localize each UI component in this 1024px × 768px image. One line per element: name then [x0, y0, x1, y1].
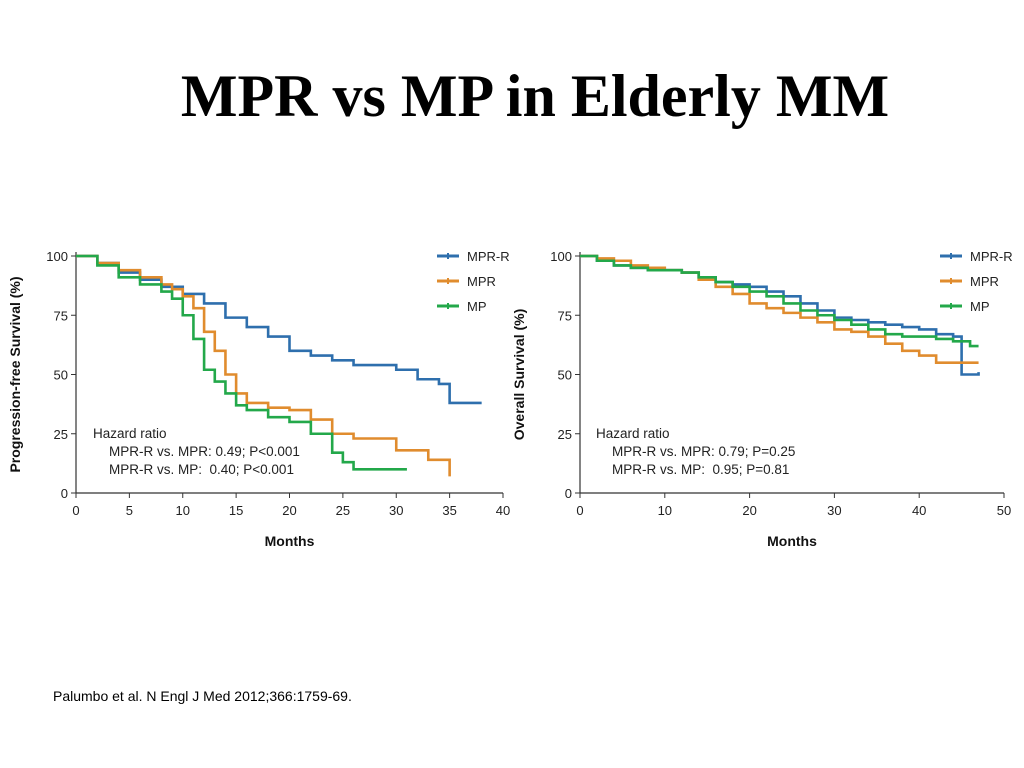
y-tick-label: 75	[558, 308, 572, 323]
x-tick-label: 40	[496, 503, 510, 518]
x-tick-label: 50	[997, 503, 1011, 518]
series-line-mpr	[76, 254, 451, 477]
y-axis-label: Overall Survival (%)	[511, 309, 527, 441]
x-tick-label: 0	[72, 503, 79, 518]
pfs-chart: 0 5 10 15 20 25 30 35 40 0 25 50 75 100 Months Progress…	[7, 249, 510, 549]
y-tick-label: 75	[54, 308, 68, 323]
x-tick-label: 10	[176, 503, 190, 518]
legend-entry: MPR	[467, 274, 496, 289]
y-tick-label: 0	[565, 486, 572, 501]
annotation-line: MPR-R vs. MP: 0.40; P<0.001	[109, 462, 294, 477]
y-tick-label: 0	[61, 486, 68, 501]
citation: Palumbo et al. N Engl J Med 2012;366:175…	[53, 688, 352, 704]
x-tick-label: 20	[282, 503, 296, 518]
x-tick-label: 35	[442, 503, 456, 518]
series-line-mpr	[580, 254, 979, 364]
x-tick-label: 30	[827, 503, 841, 518]
annotation-line: MPR-R vs. MPR: 0.79; P=0.25	[612, 444, 795, 459]
legend-entry: MP	[467, 299, 487, 314]
x-axis-label: Months	[767, 533, 817, 549]
annotation-line: MPR-R vs. MP: 0.95; P=0.81	[612, 462, 789, 477]
legend-entry: MPR-R	[970, 249, 1013, 264]
series-line-mp	[580, 254, 979, 348]
x-tick-label: 30	[389, 503, 403, 518]
y-tick-label: 50	[558, 368, 572, 383]
x-tick-label: 20	[742, 503, 756, 518]
legend-entry: MPR-R	[467, 249, 510, 264]
y-tick-label: 50	[54, 368, 68, 383]
annotation-heading: Hazard ratio	[596, 426, 670, 441]
legend-entry: MPR	[970, 274, 999, 289]
y-tick-label: 25	[558, 427, 572, 442]
slide-title: MPR vs MP in Elderly MM	[180, 63, 890, 129]
os-chart: 0 10 20 30 40 50 0 25 50 75 100 Months Overall Survi…	[511, 249, 1013, 549]
annotation-line: MPR-R vs. MPR: 0.49; P<0.001	[109, 444, 300, 459]
y-tick-label: 25	[54, 427, 68, 442]
y-tick-label: 100	[550, 249, 572, 264]
x-axis-label: Months	[265, 533, 315, 549]
series-line-mp	[76, 254, 407, 471]
legend-entry: MP	[970, 299, 990, 314]
y-axis-label: Progression-free Survival (%)	[7, 276, 23, 472]
x-tick-label: 0	[576, 503, 583, 518]
x-tick-label: 10	[658, 503, 672, 518]
x-tick-label: 15	[229, 503, 243, 518]
annotation-heading: Hazard ratio	[93, 426, 167, 441]
x-tick-label: 25	[336, 503, 350, 518]
y-tick-label: 100	[46, 249, 68, 264]
x-tick-label: 40	[912, 503, 926, 518]
x-tick-label: 5	[126, 503, 133, 518]
